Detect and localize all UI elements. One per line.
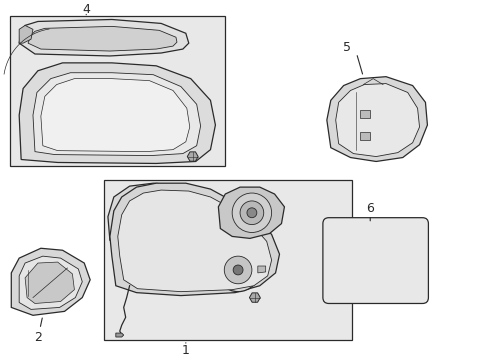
Polygon shape [326,77,427,162]
Polygon shape [19,19,188,56]
Polygon shape [19,256,82,309]
Polygon shape [335,84,419,157]
Text: 4: 4 [82,3,90,16]
Polygon shape [187,152,198,161]
Text: 6: 6 [366,202,373,215]
Polygon shape [19,63,215,163]
Polygon shape [33,73,200,156]
Polygon shape [19,26,33,43]
Polygon shape [25,262,74,303]
Polygon shape [249,293,260,302]
Bar [104,180,352,340]
Polygon shape [41,78,189,152]
Polygon shape [108,183,220,244]
Polygon shape [116,333,123,337]
Bar [360,110,369,118]
Circle shape [246,208,256,218]
Bar [10,15,225,166]
Polygon shape [110,183,279,296]
Text: 1: 1 [182,344,189,357]
Circle shape [216,248,259,292]
Text: 3: 3 [188,265,196,278]
Text: 5: 5 [342,41,350,54]
Polygon shape [218,187,284,238]
FancyBboxPatch shape [322,218,427,303]
Bar [360,132,369,140]
Polygon shape [118,190,271,292]
Polygon shape [28,26,177,51]
Polygon shape [257,266,265,273]
Circle shape [240,201,263,225]
Circle shape [233,265,243,275]
Circle shape [224,256,251,284]
Text: 2: 2 [34,330,42,343]
Circle shape [232,193,271,233]
Polygon shape [11,248,90,315]
